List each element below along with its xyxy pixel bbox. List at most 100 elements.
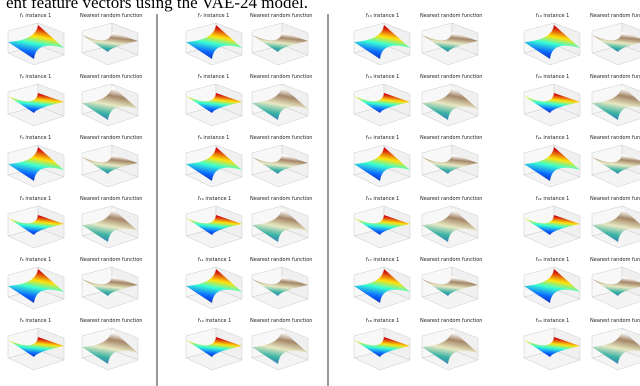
surface (592, 208, 640, 242)
surface-plot (421, 205, 479, 249)
surface (354, 147, 410, 181)
surface-plot (81, 83, 139, 127)
plot-label: Nearest random function (250, 13, 312, 19)
surface-plot (185, 205, 243, 249)
plot-label: Nearest random function (420, 13, 482, 19)
plot-label: f₂₀ instance 1 (536, 74, 569, 80)
surface (8, 337, 64, 357)
surface (524, 93, 580, 113)
plot-label: f₈ instance 1 (198, 74, 229, 80)
surface-plot (591, 22, 640, 66)
surface-plot (591, 205, 640, 249)
surface-plot (421, 83, 479, 127)
surface (592, 154, 640, 174)
surface (186, 215, 242, 235)
surface-plot (185, 266, 243, 310)
plot-label: f₂₂ instance 1 (536, 196, 569, 202)
surface (82, 32, 138, 52)
surface (422, 86, 478, 120)
surface (354, 215, 410, 235)
surface (252, 208, 308, 242)
surface (252, 32, 308, 52)
plot-label: Nearest random function (80, 257, 142, 263)
surface (354, 337, 410, 357)
surface-plot (81, 327, 139, 371)
surface-plot (353, 266, 411, 310)
plot-label: Nearest random function (80, 135, 142, 141)
surface (524, 147, 580, 181)
surface-plot (81, 22, 139, 66)
plot-label: Nearest random function (80, 13, 142, 19)
surface-plot (591, 327, 640, 371)
surface (252, 330, 308, 364)
surface (354, 269, 410, 303)
surface (82, 208, 138, 242)
plot-label: Nearest random function (250, 257, 312, 263)
plot-label: Nearest random function (590, 74, 640, 80)
surface (592, 86, 640, 120)
plot-label: f₅ instance 1 (20, 257, 51, 263)
plot-label: Nearest random function (420, 135, 482, 141)
caption: ent feature vectors using the VAE-24 mod… (6, 0, 308, 12)
surface-plot (421, 22, 479, 66)
plot-label: f₁₇ instance 1 (366, 257, 399, 263)
surface-plot (421, 266, 479, 310)
plot-label: Nearest random function (80, 74, 142, 80)
surface-plot (7, 327, 65, 371)
surface (186, 147, 242, 181)
surface (8, 93, 64, 113)
surface (422, 330, 478, 364)
surface-plot (591, 83, 640, 127)
plot-label: f₂₄ instance 1 (536, 318, 569, 324)
plot-label: Nearest random function (250, 196, 312, 202)
plot-label: f₁₅ instance 1 (366, 135, 399, 141)
surface (8, 269, 64, 303)
surface-plot (591, 266, 640, 310)
plot-label: Nearest random function (250, 135, 312, 141)
surface (524, 215, 580, 235)
plot-label: f₁₁ instance 1 (198, 257, 231, 263)
surface (186, 337, 242, 357)
plot-label: Nearest random function (420, 257, 482, 263)
plot-label: f₁₉ instance 1 (536, 13, 569, 19)
surface (592, 330, 640, 364)
surface (354, 25, 410, 59)
surface-plot (81, 144, 139, 188)
plot-label: Nearest random function (80, 318, 142, 324)
surface-plot (185, 144, 243, 188)
surface (8, 25, 64, 59)
surface-plot (353, 205, 411, 249)
plot-label: f₁₈ instance 1 (366, 318, 399, 324)
surface-plot (251, 266, 309, 310)
surface-plot (523, 22, 581, 66)
surface (524, 25, 580, 59)
surface (524, 337, 580, 357)
surface-plot (7, 22, 65, 66)
plot-label: f₆ instance 1 (20, 318, 51, 324)
surface-plot (353, 83, 411, 127)
surface (252, 276, 308, 296)
surface (422, 208, 478, 242)
surface (82, 154, 138, 174)
surface (524, 269, 580, 303)
surface (592, 32, 640, 52)
surface-plot (7, 266, 65, 310)
surface-plot (421, 144, 479, 188)
surface-plot (353, 327, 411, 371)
surface-plot (523, 205, 581, 249)
surface-plot (251, 327, 309, 371)
plot-label: Nearest random function (420, 196, 482, 202)
surface (82, 276, 138, 296)
surface (186, 269, 242, 303)
surface-plot (523, 266, 581, 310)
surface (82, 330, 138, 364)
surface (592, 276, 640, 296)
plot-label: f₁₄ instance 1 (366, 74, 399, 80)
plot-label: Nearest random function (590, 318, 640, 324)
surface-plot (185, 327, 243, 371)
plot-label: f₁₀ instance 1 (198, 196, 231, 202)
surface (422, 276, 478, 296)
surface (82, 86, 138, 120)
plot-label: Nearest random function (590, 257, 640, 263)
surface-plot (185, 22, 243, 66)
